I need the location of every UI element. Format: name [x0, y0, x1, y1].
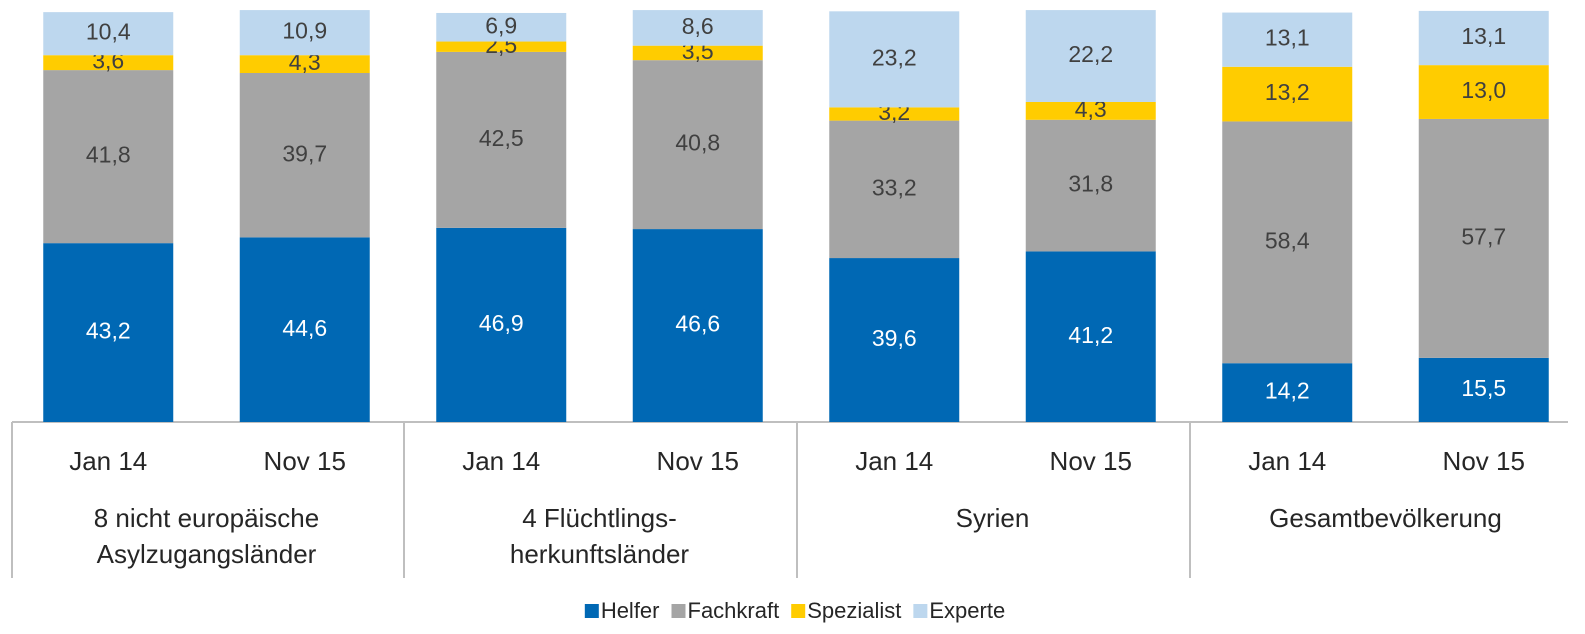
data-label: 46,9	[479, 310, 524, 336]
bar-segment	[43, 70, 174, 244]
bar-segment	[632, 229, 763, 422]
bar-segment	[1025, 101, 1156, 120]
bar-segment	[1025, 119, 1156, 252]
x-tick-label: Nov 15	[657, 446, 739, 476]
bar-segment	[1222, 66, 1353, 122]
data-label: 58,4	[1265, 227, 1310, 253]
group-label: Syrien	[956, 503, 1030, 533]
data-label: 46,6	[675, 311, 720, 337]
legend-label: Helfer	[601, 598, 660, 623]
bar-segment	[239, 55, 370, 73]
data-label: 13,2	[1265, 79, 1310, 105]
bar-segment	[1418, 357, 1549, 422]
legend-swatch	[913, 604, 928, 618]
data-label: 8,6	[682, 13, 714, 39]
data-label: 13,1	[1265, 25, 1310, 51]
bar-segment	[632, 60, 763, 230]
group-label: herkunftsländer	[510, 539, 690, 569]
legend: Helfer Fachkraft Spezialist Experte	[584, 598, 1005, 623]
bar-segment	[632, 45, 763, 61]
bar-segment	[829, 107, 960, 121]
x-tick-label: Nov 15	[1443, 446, 1525, 476]
legend-label: Experte	[929, 598, 1005, 623]
data-label: 42,5	[479, 125, 524, 151]
group-label: Gesamtbevölkerung	[1269, 503, 1502, 533]
data-label: 23,2	[872, 44, 917, 70]
bar-segment	[1222, 12, 1353, 67]
bar-segment	[1418, 65, 1549, 119]
bar-segment	[1222, 363, 1353, 422]
bar-segment	[43, 12, 174, 56]
data-label: 13,0	[1461, 77, 1506, 103]
bar-segment	[1222, 121, 1353, 364]
x-tick-label: Jan 14	[855, 446, 933, 476]
bar-segment	[1025, 251, 1156, 422]
x-tick-label: Nov 15	[264, 446, 346, 476]
data-label: 43,2	[86, 318, 131, 344]
data-label: 33,2	[872, 174, 917, 200]
bar-segment	[829, 258, 960, 422]
group-label: 8 nicht europäische	[94, 503, 319, 533]
data-label: 39,7	[282, 140, 327, 166]
data-label: 57,7	[1461, 223, 1506, 249]
bar-segment	[1418, 10, 1549, 66]
data-label: 39,6	[872, 325, 917, 351]
data-label: 10,9	[282, 18, 327, 44]
group-label: Asylzugangsländer	[97, 539, 317, 569]
x-tick-label: Jan 14	[1248, 446, 1326, 476]
bar-segment	[239, 72, 370, 238]
bar-segment	[1025, 10, 1156, 102]
data-label: 41,8	[86, 142, 131, 168]
legend-swatch	[671, 604, 686, 618]
bar-segment	[1418, 118, 1549, 358]
data-label: 22,2	[1068, 41, 1113, 67]
bar-segment	[829, 11, 960, 108]
bar-segment	[239, 10, 370, 56]
legend-swatch	[791, 604, 806, 618]
group-label: 4 Flüchtlings-	[522, 503, 677, 533]
data-label: 31,8	[1068, 171, 1113, 197]
bar-segment	[632, 10, 763, 46]
bar-segment	[43, 243, 174, 422]
x-tick-label: Nov 15	[1050, 446, 1132, 476]
data-label: 15,5	[1461, 375, 1506, 401]
bar-segment	[43, 55, 174, 71]
bar-segment	[436, 12, 567, 42]
data-label: 13,1	[1461, 23, 1506, 49]
bar-segment	[239, 237, 370, 422]
legend-label: Spezialist	[807, 598, 901, 623]
data-label: 40,8	[675, 130, 720, 156]
legend-label: Fachkraft	[688, 598, 780, 623]
bar-segment	[436, 227, 567, 422]
bar-segment	[436, 51, 567, 228]
bar-segment	[436, 41, 567, 52]
data-label: 14,2	[1265, 378, 1310, 404]
data-label: 44,6	[282, 315, 327, 341]
x-tick-label: Jan 14	[69, 446, 147, 476]
legend-swatch	[584, 604, 599, 618]
x-tick-label: Jan 14	[462, 446, 540, 476]
data-label: 41,2	[1068, 322, 1113, 348]
data-label: 10,4	[86, 19, 131, 45]
bar-segment	[829, 120, 960, 259]
data-label: 6,9	[485, 12, 517, 38]
